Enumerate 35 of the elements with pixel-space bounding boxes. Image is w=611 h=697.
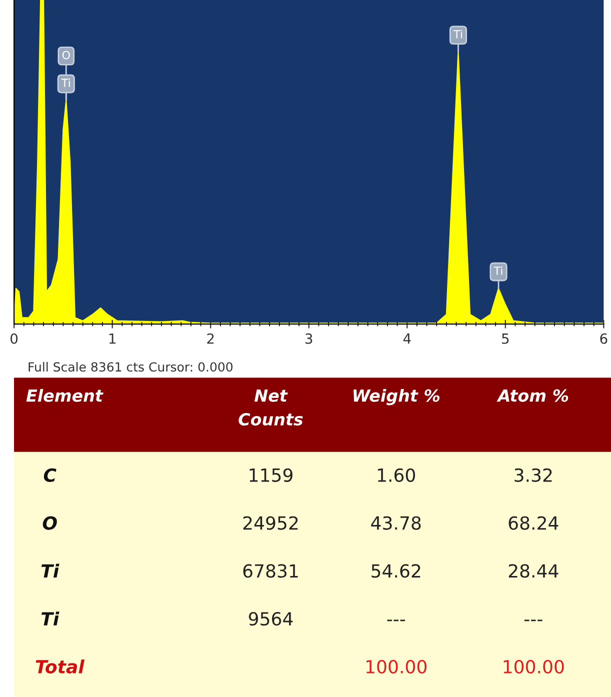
category-label: Element: [26, 388, 104, 402]
x-tick-label: 0: [10, 333, 18, 344]
text: 3.32: [514, 468, 552, 482]
text: O: [42, 516, 57, 530]
text: 1159: [250, 468, 292, 482]
text: 100.00: [504, 660, 564, 674]
text: Ti: [41, 612, 60, 626]
text: Full Scale 8361 cts Cursor: 0.000: [28, 362, 232, 372]
text: ---: [387, 620, 405, 622]
category-label: Weight %: [354, 388, 440, 406]
x-tick-label: 2: [207, 333, 214, 344]
annotation: O: [62, 50, 70, 60]
x-tick-label: 5: [502, 334, 509, 344]
text: Ti: [41, 564, 60, 578]
text: 43.78: [371, 516, 421, 530]
x-tick-label: 6: [600, 333, 608, 344]
x-tick-label: 1: [109, 334, 116, 344]
annotation: Ti: [453, 30, 462, 38]
text: ---: [524, 620, 542, 622]
text: 68.24: [508, 516, 558, 530]
category-label: Atom %: [496, 389, 568, 402]
x-tick-label: 4: [403, 334, 411, 344]
text: C: [44, 468, 56, 482]
category-label: Net Counts: [238, 389, 303, 426]
text: 9564: [248, 612, 293, 626]
text: 28.44: [508, 564, 558, 578]
text: 54.62: [372, 564, 420, 578]
text: 100.00: [366, 660, 426, 674]
annotation: Ti: [494, 266, 502, 275]
annotation: Ti: [61, 78, 70, 87]
text: Total: [36, 660, 85, 674]
x-tick-label: 3: [306, 333, 312, 344]
text: 24952: [243, 516, 298, 530]
text: 1.60: [378, 468, 415, 482]
text: 67831: [243, 564, 298, 578]
